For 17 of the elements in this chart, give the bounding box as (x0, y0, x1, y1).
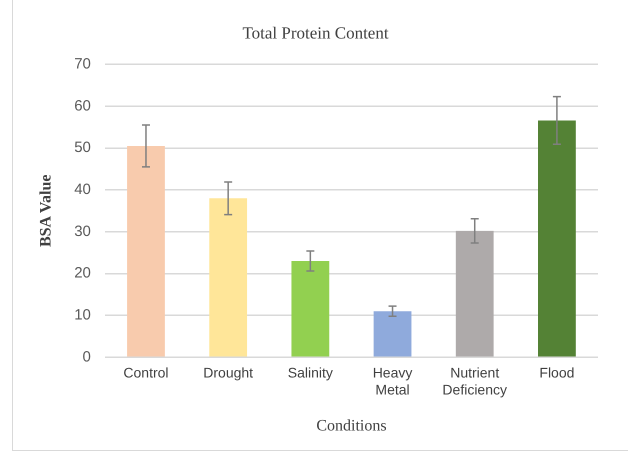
y-tick-label: 30 (74, 222, 91, 240)
x-tick-label: Heavy Metal (372, 364, 412, 398)
y-axis-title: BSA Value (38, 174, 55, 248)
x-tick-label: Flood (539, 364, 574, 380)
x-tick-label: Control (123, 364, 169, 380)
y-tick-label: 40 (74, 181, 91, 198)
y-tick-label: 50 (74, 139, 91, 156)
y-tick-label: 60 (74, 97, 91, 114)
x-axis-title: Conditions (316, 418, 387, 435)
x-tick-label: Nutrient Deficiency (442, 364, 508, 398)
x-tick-label: Salinity (288, 364, 333, 380)
y-tick-label: 20 (74, 264, 91, 282)
y-tick-label: 70 (74, 56, 91, 73)
chart-title: Total Protein Content (242, 24, 389, 43)
y-tick-label: 10 (74, 306, 91, 324)
x-tick-label: Drought (203, 364, 254, 380)
y-tick-label: 0 (82, 348, 91, 366)
